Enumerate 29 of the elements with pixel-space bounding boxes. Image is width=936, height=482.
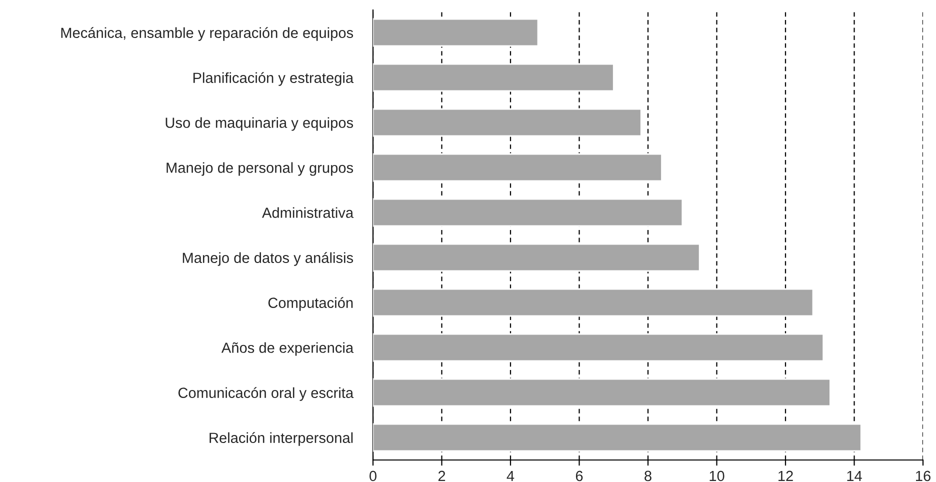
bar [373, 63, 614, 92]
bar [373, 108, 642, 137]
y-tick-label: Manejo de datos y análisis [182, 252, 354, 266]
y-tick-label: Manejo de personal y grupos [166, 162, 354, 176]
bar [373, 423, 862, 452]
y-tick-label: Computación [268, 297, 353, 311]
bar [373, 198, 684, 227]
bar [373, 378, 831, 407]
x-tick-label: 14 [847, 470, 862, 481]
bar [373, 333, 824, 362]
y-tick-label: Uso de maquinaria y equipos [166, 117, 354, 131]
x-tick-label: 12 [778, 470, 793, 481]
x-tick-label: 10 [710, 470, 724, 482]
y-tick-label: Años de experiencia [221, 342, 354, 356]
bar [373, 243, 700, 272]
x-tick-label: 0 [370, 470, 376, 482]
y-tick-label: Planificación y estrategia [193, 72, 354, 86]
bar [373, 288, 814, 317]
y-tick-label: Comunicacón oral y escrita [178, 387, 354, 401]
y-tick-label: Administrativa [262, 207, 354, 218]
x-tick-label: 6 [576, 470, 583, 482]
y-tick-label: Relación interpersonal [210, 432, 353, 446]
x-tick-label: 2 [438, 470, 446, 481]
x-tick-label: 4 [506, 470, 514, 481]
x-tick-label: 8 [644, 470, 652, 482]
bar [373, 18, 539, 47]
bar [373, 153, 662, 182]
x-tick-label: 16 [916, 470, 930, 482]
y-tick-label: Mecánica, ensamble y reparación de equipos [61, 27, 354, 41]
